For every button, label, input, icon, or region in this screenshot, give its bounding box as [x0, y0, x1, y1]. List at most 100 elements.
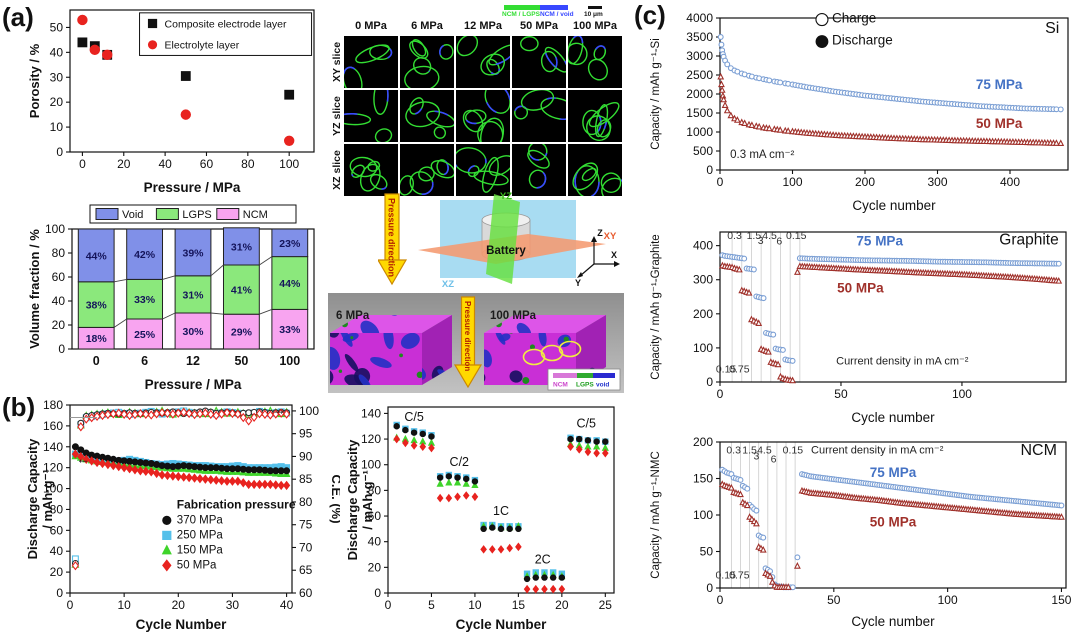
svg-text:0: 0: [93, 354, 100, 368]
annotation: 0.75: [729, 570, 750, 582]
series-si-75MPa: [717, 34, 1064, 113]
svg-text:0: 0: [706, 163, 713, 177]
svg-text:1500: 1500: [686, 106, 713, 120]
svg-text:65: 65: [299, 563, 313, 577]
volume-svg: 0 20 40 60 80 100 0 6 12 50 100 Pressure / MPa Volum…: [27, 204, 315, 392]
svg-text:1000: 1000: [686, 125, 713, 139]
microscopy-col-label: 100 MPa: [572, 20, 618, 32]
axes: 0 5 10 15 20 25 0 20 40 60 80 100 120 140 Cycle Number…: [345, 406, 612, 632]
annotation: 6: [771, 453, 777, 465]
microscopy-cell: [398, 144, 456, 201]
svg-text:LGPS: LGPS: [576, 382, 594, 389]
svg-text:150: 150: [693, 472, 713, 486]
svg-text:Electrolyte layer: Electrolyte layer: [165, 40, 240, 52]
svg-text:20: 20: [368, 560, 382, 574]
svg-text:C/2: C/2: [450, 455, 470, 469]
panel-a-label: (a): [2, 2, 34, 32]
svg-text:6 MPa: 6 MPa: [336, 310, 370, 322]
annotation: 75 MPa: [976, 77, 1023, 92]
svg-text:100: 100: [693, 341, 713, 355]
svg-text:140: 140: [361, 406, 381, 420]
svg-text:C/5: C/5: [576, 417, 596, 431]
porosity-chart: 0 20 40 60 80 100 0 10 20 30 40 50 Pressure / MPa Por…: [26, 2, 322, 203]
svg-text:5: 5: [428, 598, 435, 612]
svg-text:25: 25: [599, 598, 613, 612]
microscopy-cell: [565, 34, 622, 93]
svg-text:Porosity / %: Porosity / %: [27, 43, 42, 118]
svg-text:3: 3: [758, 235, 764, 247]
svg-text:C/5: C/5: [404, 410, 424, 424]
rate-svg: 0 5 10 15 20 25 0 20 40 60 80 100 120 140 Cycle Number…: [345, 406, 615, 632]
annotation: 50 MPa: [837, 280, 884, 295]
annotation: 0.3: [726, 445, 741, 457]
series-rate-370: [393, 423, 609, 583]
svg-text:0.15: 0.15: [716, 363, 737, 375]
svg-text:Graphite: Graphite: [999, 231, 1058, 248]
annotation: →: [272, 401, 286, 417]
series-rate-50: [393, 434, 609, 594]
svg-text:300: 300: [927, 175, 947, 189]
svg-text:60: 60: [368, 509, 382, 523]
svg-text:0.15: 0.15: [715, 570, 736, 582]
svg-text:XY: XY: [604, 231, 617, 242]
bar-100: 33% 44% 23%: [271, 228, 309, 350]
svg-text:12: 12: [186, 354, 200, 368]
svg-text:Capacity / mAh g⁻¹-NMC: Capacity / mAh g⁻¹-NMC: [650, 451, 662, 578]
svg-text:X: X: [611, 250, 617, 260]
svg-text:Pressure direction: Pressure direction: [387, 198, 397, 277]
svg-text:50 MPa: 50 MPa: [976, 116, 1023, 131]
cycling-chart: 0 10 20 30 40 0 20 40 60 80 100 120 140 160 180 60 65 70 7…: [24, 397, 344, 635]
svg-text:160: 160: [43, 419, 63, 433]
svg-text:75: 75: [299, 518, 313, 532]
svg-text:300: 300: [693, 273, 713, 287]
svg-text:Cycle number: Cycle number: [851, 614, 935, 629]
gridlines: [730, 442, 796, 588]
svg-text:6: 6: [141, 354, 148, 368]
ncm-void-label: NCM / void: [540, 11, 574, 18]
legend: Void LGPS NCM: [89, 204, 297, 224]
svg-text:6: 6: [776, 236, 782, 248]
svg-text:41%: 41%: [231, 285, 253, 297]
svg-text:29%: 29%: [231, 327, 253, 339]
annotation: ←: [76, 450, 90, 466]
svg-text:50 MPa: 50 MPa: [177, 559, 217, 571]
svg-text:60: 60: [52, 270, 66, 284]
bar-connectors: [113, 256, 273, 328]
axes: 0 100 200 300 400050010001500200025003000350…: [650, 11, 1020, 213]
svg-text:0: 0: [79, 157, 86, 171]
annotation: 3: [758, 235, 764, 247]
svg-text:100: 100: [279, 157, 299, 171]
svg-text:90: 90: [299, 449, 313, 463]
microscopy-cell: [400, 36, 454, 93]
svg-text:Y: Y: [575, 278, 581, 288]
svg-text:40: 40: [280, 598, 294, 612]
svg-text:30: 30: [226, 598, 240, 612]
graphite-chart: 0 50 100 0 100 200 300 400 Cycle number Capacity …: [646, 220, 1080, 433]
svg-text:10: 10: [117, 598, 131, 612]
svg-text:NCM: NCM: [243, 209, 268, 221]
svg-text:20: 20: [555, 598, 569, 612]
svg-text:0: 0: [58, 342, 65, 356]
svg-text:3: 3: [753, 451, 759, 463]
svg-text:Void: Void: [122, 209, 143, 221]
series-ce-150: [71, 406, 291, 568]
svg-text:100: 100: [43, 482, 63, 496]
annotation: NCM: [1020, 442, 1056, 459]
bar-50: 29% 41% 31%: [222, 227, 260, 350]
svg-text:31%: 31%: [182, 289, 204, 301]
microscopy-legend: NCM / LGPS NCM / void 10 μm: [328, 0, 624, 20]
svg-text:44%: 44%: [86, 250, 108, 262]
render-legend: NCM LGPS void: [547, 368, 621, 391]
annotation: 0.15: [786, 230, 807, 242]
annotation: 1.5: [747, 230, 762, 242]
annotation: C/5: [576, 417, 596, 431]
svg-text:4.5: 4.5: [757, 445, 772, 457]
svg-text:100: 100: [938, 593, 958, 607]
svg-text:400: 400: [1000, 175, 1020, 189]
annotation: 50 MPa: [976, 116, 1023, 131]
svg-text:120: 120: [361, 432, 381, 446]
axes: 0 10 20 30 40 0 20 40 60 80 100 120 140 160 180 60 65 70 7…: [25, 398, 344, 632]
svg-text:60: 60: [299, 586, 313, 600]
svg-text:39%: 39%: [182, 247, 204, 259]
